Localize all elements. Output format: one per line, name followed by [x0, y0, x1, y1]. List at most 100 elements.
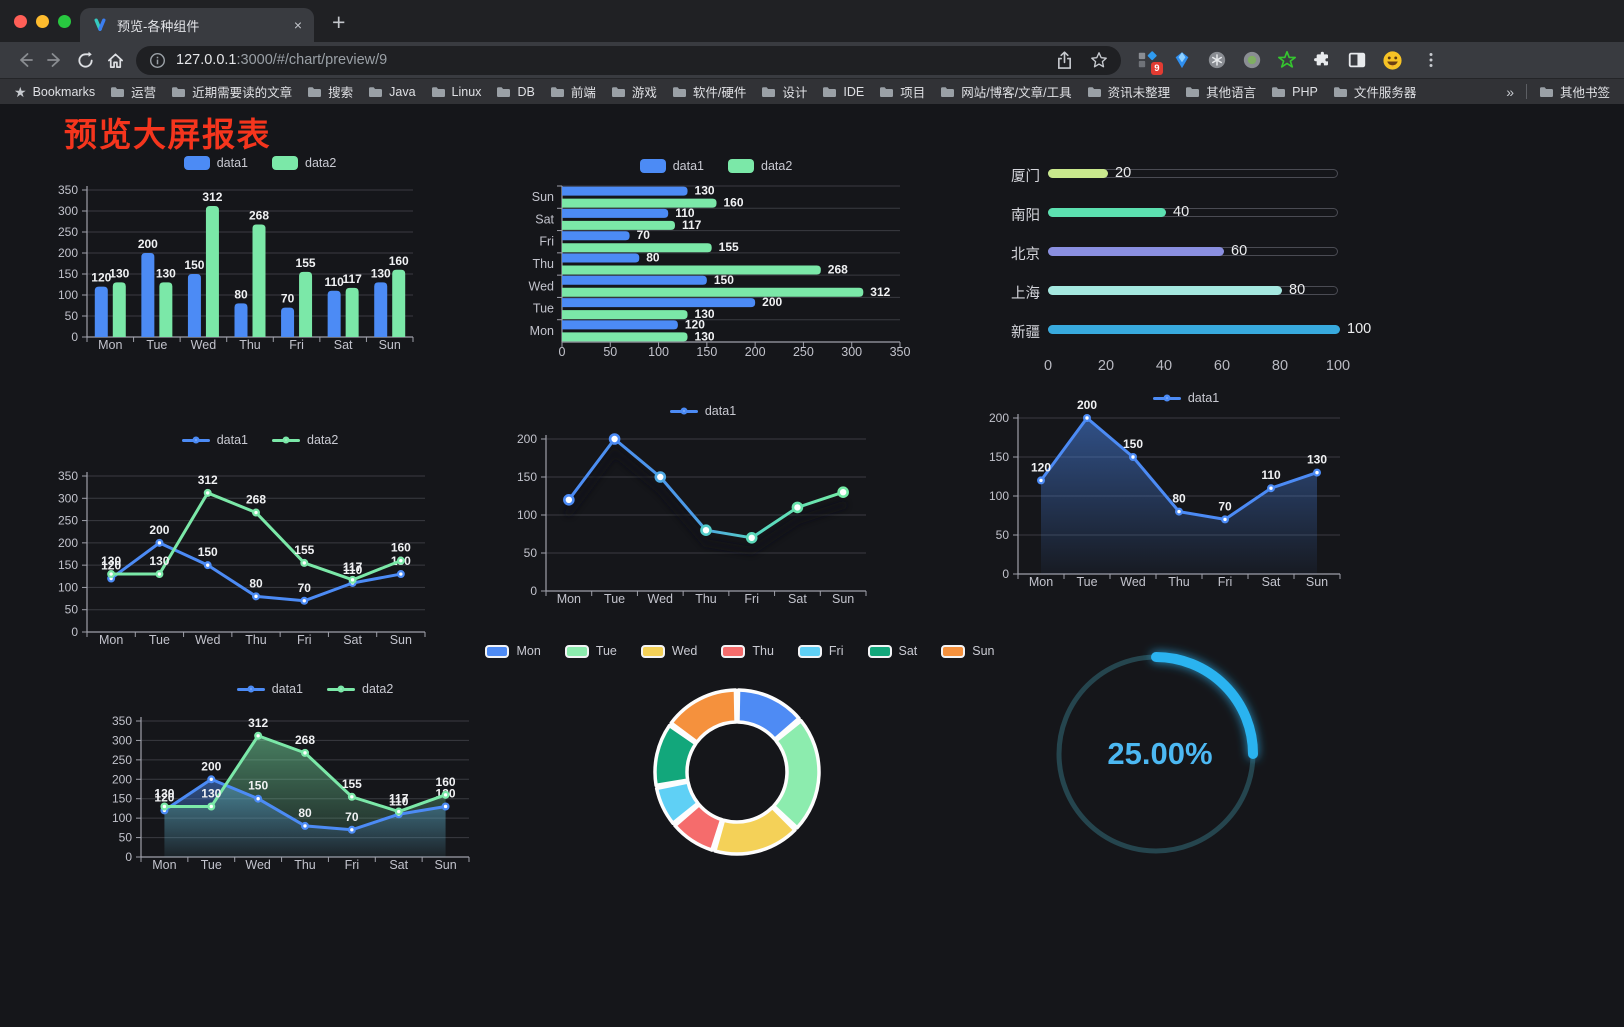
legend-item-Sun[interactable]: Sun — [941, 644, 995, 658]
bookmark-folder[interactable]: 近期需要读的文章 — [171, 82, 292, 101]
new-tab-button[interactable]: + — [332, 9, 346, 35]
legend-item-data1[interactable]: data1 — [236, 682, 303, 696]
home-icon[interactable] — [100, 45, 130, 75]
svg-text:150: 150 — [58, 558, 78, 572]
svg-text:268: 268 — [249, 208, 269, 222]
svg-text:Sun: Sun — [379, 338, 401, 352]
bookmark-folder[interactable]: DB — [496, 85, 535, 99]
chart-legend: data1 data2 — [500, 159, 932, 173]
green-star-icon[interactable] — [1276, 49, 1298, 71]
puzzle-icon[interactable] — [1311, 49, 1333, 71]
share-icon[interactable] — [1056, 50, 1073, 70]
legend-item-data1[interactable]: data1 — [183, 156, 248, 170]
svg-text:Sat: Sat — [389, 858, 408, 872]
svg-text:312: 312 — [198, 473, 218, 487]
legend-item-data1[interactable]: data1 — [639, 159, 704, 173]
legend-item-data2[interactable]: data2 — [272, 433, 338, 447]
legend-item-Thu[interactable]: Thu — [721, 644, 774, 658]
svg-text:Mon: Mon — [1029, 575, 1053, 589]
legend-item-Mon[interactable]: Mon — [485, 644, 541, 658]
bookmark-folder[interactable]: 网站/博客/文章/工具 — [940, 82, 1072, 101]
bookmark-folder[interactable]: 设计 — [761, 82, 807, 101]
reload-icon[interactable] — [70, 45, 100, 75]
legend-item-data2[interactable]: data2 — [728, 159, 792, 173]
svg-text:Wed: Wed — [195, 633, 221, 647]
minimize-window-button[interactable] — [36, 15, 49, 28]
tab-close-icon[interactable]: × — [293, 17, 302, 33]
back-icon[interactable] — [10, 45, 40, 75]
chart-horizontal-bar: data1 data2 0 50 100 150 200 250 300 350 Sun Sat Fri… — [500, 150, 932, 368]
chart-canvas: 0 50 100 150 200 250 300 350 Mon Tue Wed Thu Fri Sat S… — [58, 183, 414, 352]
bookmark-folder[interactable]: 搜索 — [307, 82, 353, 101]
bookmark-folder[interactable]: 项目 — [879, 82, 925, 101]
extension-grid-icon[interactable]: 9 — [1136, 49, 1163, 75]
bookmarks-overflow-chevron[interactable]: » — [1506, 83, 1514, 100]
zoom-window-button[interactable] — [58, 15, 71, 28]
legend-label: Sun — [972, 644, 995, 658]
folder-icon — [1539, 86, 1554, 98]
emoji-face-icon[interactable] — [1381, 49, 1403, 71]
legend-item-data2[interactable]: data2 — [272, 156, 336, 170]
folder-icon — [110, 86, 125, 98]
legend-item-Wed[interactable]: Wed — [640, 644, 697, 658]
bookmark-folder[interactable]: PHP — [1271, 85, 1318, 99]
bookmark-folder[interactable]: 游戏 — [611, 82, 657, 101]
svg-text:80: 80 — [1172, 492, 1186, 506]
green-dot-circle-icon[interactable] — [1241, 49, 1263, 71]
bookmark-folder-label: Java — [389, 84, 416, 99]
bookmark-folder[interactable]: IDE — [822, 85, 864, 99]
other-bookmarks[interactable]: 其他书签 — [1539, 82, 1610, 101]
svg-text:Thu: Thu — [239, 338, 261, 352]
svg-text:Sun: Sun — [532, 190, 554, 204]
bookmark-folder[interactable]: 文件服务器 — [1333, 82, 1416, 101]
svg-text:160: 160 — [391, 541, 411, 555]
bookmark-folder-label: 其他语言 — [1206, 86, 1257, 100]
svg-text:80: 80 — [234, 287, 248, 301]
legend-item-data1[interactable]: data1 — [1152, 391, 1219, 405]
bookmark-folder[interactable]: 软件/硬件 — [672, 82, 746, 101]
svg-text:Tue: Tue — [149, 633, 170, 647]
series-data2: 160 117 155 268 312 130 130 — [562, 196, 891, 343]
address-bar[interactable]: 127.0.0.1:3000/#/chart/preview/9 — [136, 45, 1121, 75]
chart-donut: Mon Tue Wed Thu Fri Sat Sun — [485, 634, 995, 964]
svg-text:117: 117 — [343, 560, 363, 574]
legend-label: data1 — [704, 404, 737, 418]
bookmark-star-icon[interactable] — [1090, 51, 1108, 69]
svg-text:250: 250 — [58, 514, 78, 528]
folder-icon — [550, 86, 565, 98]
bookmark-folder[interactable]: 其他语言 — [1185, 82, 1256, 101]
svg-text:Fri: Fri — [744, 592, 759, 606]
bookmark-folder[interactable]: Java — [368, 84, 416, 99]
svg-text:80: 80 — [298, 806, 312, 820]
progress-fill — [1048, 286, 1282, 295]
bookmark-folder[interactable]: 前端 — [550, 82, 596, 101]
legend-item-Sat[interactable]: Sat — [867, 644, 917, 658]
browser-tab[interactable]: 预览-各种组件 × — [80, 8, 314, 42]
svg-text:Mon: Mon — [99, 633, 123, 647]
svg-text:Wed: Wed — [648, 592, 674, 606]
progress-value: 60 — [1231, 243, 1248, 259]
browser-menu-kebab-icon[interactable] — [1416, 45, 1446, 75]
bookmark-folder[interactable]: Linux — [431, 85, 481, 99]
folder-icon — [672, 86, 687, 98]
close-window-button[interactable] — [14, 15, 27, 28]
legend-item-data1[interactable]: data1 — [669, 404, 737, 418]
bookmarks-home[interactable]: ★ Bookmarks — [14, 85, 95, 99]
snowflake-circle-icon[interactable] — [1206, 49, 1228, 71]
bookmark-folder[interactable]: 资讯未整理 — [1087, 82, 1170, 101]
legend-item-data2[interactable]: data2 — [327, 682, 393, 696]
legend-item-Fri[interactable]: Fri — [797, 644, 844, 658]
legend-item-Tue[interactable]: Tue — [564, 644, 617, 658]
legend-item-data1[interactable]: data1 — [181, 433, 248, 447]
site-info-icon[interactable] — [149, 52, 166, 69]
svg-text:160: 160 — [724, 196, 744, 210]
gem-icon[interactable] — [1171, 49, 1193, 71]
progress-row-label: 北京 — [1011, 247, 1040, 263]
bookmark-folder[interactable]: 运营 — [110, 82, 156, 101]
forward-icon[interactable] — [40, 45, 70, 75]
extension-badge: 9 — [1150, 62, 1163, 75]
svg-text:200: 200 — [1077, 398, 1097, 412]
svg-text:50: 50 — [524, 546, 538, 560]
split-square-icon[interactable] — [1346, 49, 1368, 71]
legend-swatch — [183, 156, 210, 170]
